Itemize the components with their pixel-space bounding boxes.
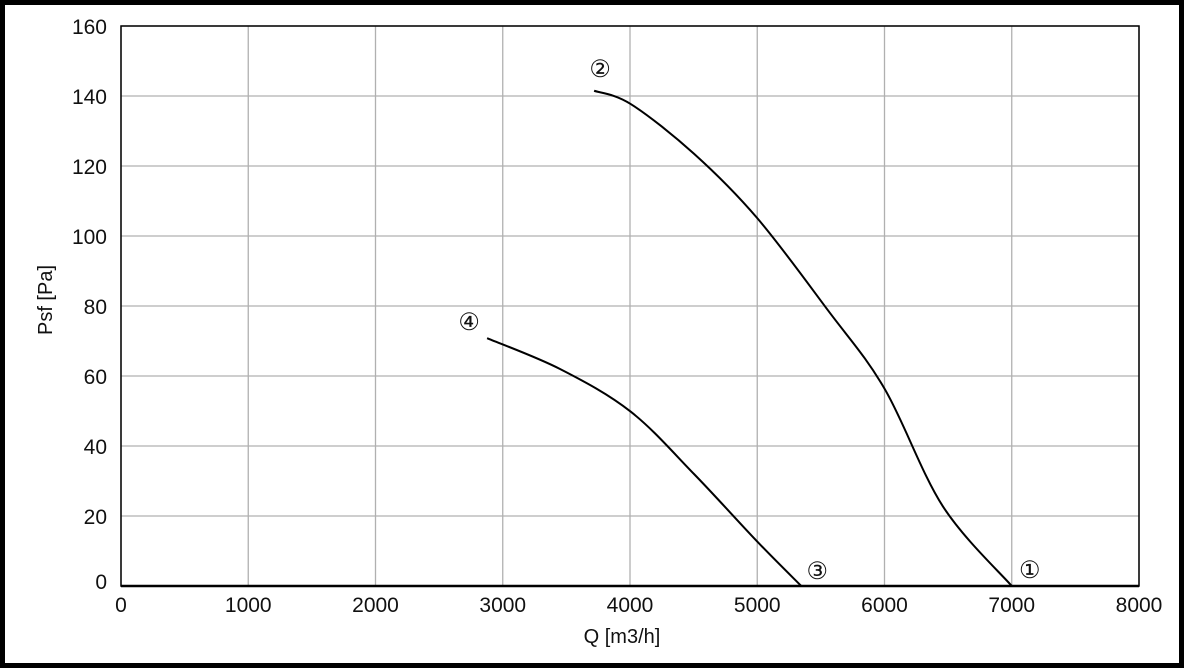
x-tick-label: 1000 [225,594,272,617]
x-tick-label: 5000 [734,594,781,617]
curve-label-2: ② [589,55,611,83]
x-tick-label: 0 [115,594,127,617]
y-axis-label: Psf [Pa] [35,265,57,335]
series-line-1 [593,89,1013,587]
series-line-2 [486,337,802,587]
series-lines [486,89,1013,587]
y-tick-label: 40 [84,436,107,459]
x-tick-label: 4000 [607,594,654,617]
grid [120,25,1140,588]
x-tick-label: 2000 [352,594,399,617]
x-tick-label: 3000 [479,594,526,617]
y-tick-label: 140 [72,86,107,109]
y-tick-label: 100 [72,226,107,249]
curve-label-4: ④ [458,308,480,336]
y-tick-label: 120 [72,156,107,179]
annotations: ① ② ③ ④ [458,55,1040,585]
plot-area [120,25,1140,587]
y-tick-label: 60 [84,366,107,389]
y-tick-label: 160 [72,16,107,39]
y-tick-label: 20 [84,506,107,529]
y-tick-label: 80 [84,296,107,319]
x-tick-label: 8000 [1116,594,1163,617]
x-tick-label: 6000 [861,594,908,617]
curve-label-1: ① [1019,556,1041,584]
x-axis-label: Q [m3/h] [584,626,661,648]
x-tick-label: 7000 [988,594,1035,617]
curve-label-3: ③ [807,557,829,585]
y-tick-label: 0 [95,571,107,594]
x-tick-labels: 0 1000 2000 3000 4000 5000 6000 7000 8000 [115,594,1162,617]
y-tick-labels: 0 20 40 60 80 100 120 140 160 [72,16,107,594]
